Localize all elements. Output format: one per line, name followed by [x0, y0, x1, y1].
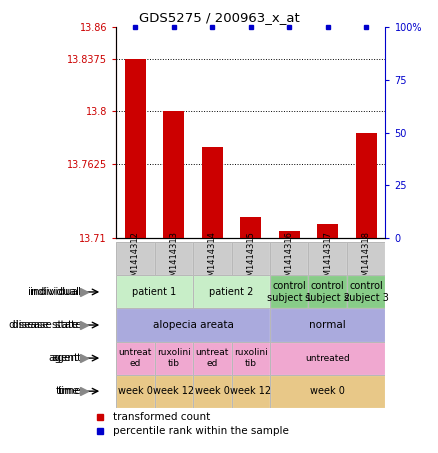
Bar [270, 242, 308, 275]
Text: agent: agent [51, 353, 81, 363]
Bar [232, 375, 270, 408]
Text: week 0: week 0 [310, 386, 345, 396]
Bar [116, 242, 155, 275]
Text: GSM1414312: GSM1414312 [131, 231, 140, 287]
Text: GSM1414316: GSM1414316 [285, 231, 294, 287]
Text: week 0: week 0 [195, 386, 230, 396]
Bar [308, 275, 347, 308]
Text: time: time [58, 386, 81, 396]
Bar [356, 133, 377, 238]
Text: ruxolini
tib: ruxolini tib [157, 348, 191, 368]
Bar [232, 242, 270, 275]
Bar [163, 111, 184, 238]
Bar [116, 275, 193, 308]
Bar [155, 375, 193, 408]
Bar [155, 242, 193, 275]
Text: week 12: week 12 [153, 386, 194, 396]
Bar [193, 275, 270, 308]
Text: GSM1414315: GSM1414315 [246, 231, 255, 287]
Bar [308, 242, 347, 275]
Bar [308, 275, 347, 308]
Bar [232, 342, 270, 375]
Text: individual: individual [30, 287, 81, 297]
Text: control
subject 3: control subject 3 [344, 281, 389, 303]
Text: GSM1414313: GSM1414313 [170, 231, 178, 287]
Text: untreat
ed: untreat ed [196, 348, 229, 368]
Bar [116, 375, 155, 408]
Bar [347, 242, 385, 275]
Bar [116, 342, 155, 375]
Text: untreat
ed: untreat ed [119, 348, 152, 368]
Text: percentile rank within the sample: percentile rank within the sample [113, 425, 289, 435]
Bar [116, 342, 155, 375]
Text: time: time [55, 386, 79, 396]
Bar [347, 275, 385, 308]
Bar [116, 375, 155, 408]
Bar [317, 224, 338, 238]
Bar [232, 242, 270, 275]
Text: GSM1414314: GSM1414314 [208, 231, 217, 287]
Text: ruxolini
tib: ruxolini tib [234, 348, 268, 368]
Bar [279, 231, 300, 238]
Bar [270, 308, 385, 342]
Bar [155, 342, 193, 375]
Bar [155, 242, 193, 275]
Text: individual: individual [28, 287, 79, 297]
Bar [347, 275, 385, 308]
Bar [232, 342, 270, 375]
Text: week 0: week 0 [118, 386, 153, 396]
Bar [155, 375, 193, 408]
Text: agent: agent [49, 353, 79, 363]
Bar [240, 217, 261, 238]
Bar [125, 59, 146, 238]
Bar [201, 147, 223, 238]
Text: transformed count: transformed count [113, 412, 210, 422]
Bar [193, 242, 232, 275]
Bar [116, 275, 193, 308]
Text: week 12: week 12 [230, 386, 271, 396]
Text: untreated: untreated [305, 354, 350, 362]
Bar [270, 375, 385, 408]
Text: GSM1414318: GSM1414318 [362, 231, 371, 287]
Bar [270, 342, 385, 375]
Bar [347, 242, 385, 275]
Bar [270, 242, 308, 275]
Text: control
subject 2: control subject 2 [305, 281, 350, 303]
Text: control
subject 1: control subject 1 [267, 281, 312, 303]
Bar [270, 342, 385, 375]
Text: patient 1: patient 1 [132, 287, 177, 297]
Bar [270, 375, 385, 408]
Bar [193, 275, 270, 308]
Bar [155, 342, 193, 375]
Bar [308, 242, 347, 275]
Bar [232, 375, 270, 408]
Text: normal: normal [309, 320, 346, 330]
Text: disease state: disease state [10, 320, 79, 330]
Bar [193, 342, 232, 375]
Bar [193, 342, 232, 375]
Text: GSM1414317: GSM1414317 [323, 231, 332, 287]
Text: alopecia areata: alopecia areata [152, 320, 233, 330]
Bar [116, 242, 155, 275]
Text: patient 2: patient 2 [209, 287, 254, 297]
Bar [193, 242, 232, 275]
Bar [270, 308, 385, 342]
Bar [193, 375, 232, 408]
Bar [270, 275, 308, 308]
Bar [270, 275, 308, 308]
Bar [116, 308, 270, 342]
Text: disease state: disease state [12, 320, 81, 330]
Bar [193, 375, 232, 408]
Bar [116, 308, 270, 342]
Text: GDS5275 / 200963_x_at: GDS5275 / 200963_x_at [138, 11, 300, 24]
